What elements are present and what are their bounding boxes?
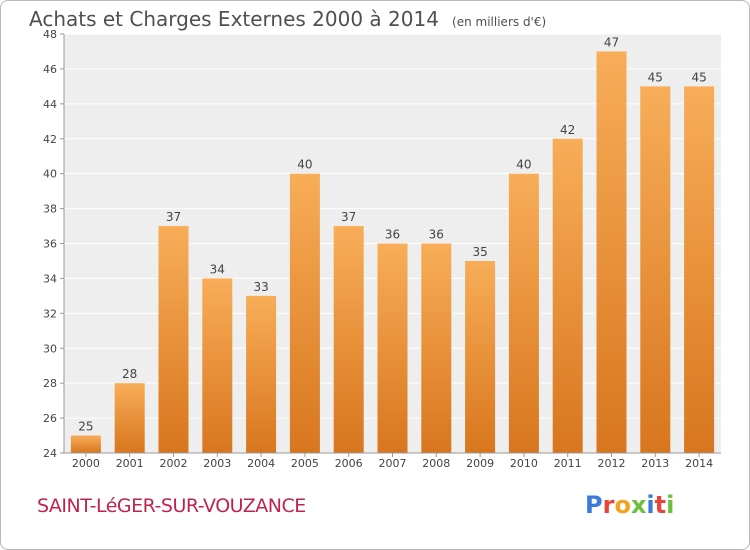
bar-value-label: 36: [385, 228, 400, 242]
bar: [421, 243, 452, 453]
bar: [158, 226, 189, 453]
bar: [333, 226, 364, 453]
logo-letter: i: [646, 491, 655, 519]
bar: [70, 435, 101, 453]
x-tick-label: 2006: [335, 457, 363, 470]
logo-letter: x: [630, 491, 647, 519]
x-tick-label: 2014: [685, 457, 713, 470]
y-tick-label: 30: [43, 342, 57, 355]
bar: [246, 295, 277, 453]
bar: [508, 173, 539, 453]
y-tick-label: 34: [43, 272, 57, 285]
bar-value-label: 45: [648, 70, 663, 84]
y-tick-label: 38: [43, 203, 57, 216]
bar: [289, 173, 320, 453]
bar-value-label: 33: [253, 280, 268, 294]
bar: [596, 51, 627, 453]
bar-value-label: 25: [78, 420, 93, 434]
x-tick-label: 2009: [466, 457, 494, 470]
logo-letter: r: [602, 491, 615, 519]
x-tick-label: 2000: [72, 457, 100, 470]
logo-letter: P: [585, 491, 603, 519]
bar-value-label: 45: [691, 70, 706, 84]
x-tick-label: 2004: [247, 457, 275, 470]
bar: [465, 260, 496, 453]
x-tick-label: 2013: [641, 457, 669, 470]
y-tick-label: 36: [43, 238, 57, 251]
bar-value-label: 34: [210, 262, 225, 276]
bar-value-label: 36: [429, 228, 444, 242]
y-tick-label: 44: [43, 98, 57, 111]
bar-value-label: 42: [560, 123, 575, 137]
bar: [202, 278, 233, 453]
bar-value-label: 28: [122, 367, 137, 381]
bar: [114, 383, 145, 453]
bar: [684, 86, 715, 453]
logo-letter: i: [666, 491, 675, 519]
x-tick-label: 2007: [379, 457, 407, 470]
chart-title-group: Achats et Charges Externes 2000 à 2014 (…: [29, 7, 546, 31]
bar-value-label: 37: [166, 210, 181, 224]
bar-value-label: 35: [472, 245, 487, 259]
bar: [552, 138, 583, 453]
x-tick-label: 2001: [116, 457, 144, 470]
y-tick-label: 46: [43, 63, 57, 76]
x-tick-label: 2008: [422, 457, 450, 470]
bar-value-label: 40: [516, 158, 531, 172]
x-tick-label: 2003: [203, 457, 231, 470]
y-tick-label: 32: [43, 307, 57, 320]
logo-letter: t: [654, 491, 667, 519]
bar-value-label: 47: [604, 35, 619, 49]
bar-value-label: 40: [297, 158, 312, 172]
y-tick-label: 24: [43, 447, 57, 460]
chart-title: Achats et Charges Externes 2000 à 2014: [29, 7, 439, 31]
y-tick-label: 42: [43, 133, 57, 146]
bar-value-label: 37: [341, 210, 356, 224]
x-tick-label: 2002: [160, 457, 188, 470]
proxiti-logo: Proxiti: [585, 491, 674, 519]
y-tick-label: 40: [43, 168, 57, 181]
chart-unit: (en milliers d'€): [452, 15, 547, 29]
x-tick-label: 2005: [291, 457, 319, 470]
x-tick-label: 2012: [598, 457, 626, 470]
y-tick-label: 28: [43, 377, 57, 390]
y-tick-label: 48: [43, 28, 57, 41]
bar: [640, 86, 671, 453]
bar: [377, 243, 408, 453]
logo-letter: o: [614, 491, 631, 519]
place-name: SAINT-LéGER-SUR-VOUZANCE: [37, 495, 306, 517]
x-tick-label: 2010: [510, 457, 538, 470]
x-tick-label: 2011: [554, 457, 582, 470]
y-tick-label: 26: [43, 412, 57, 425]
